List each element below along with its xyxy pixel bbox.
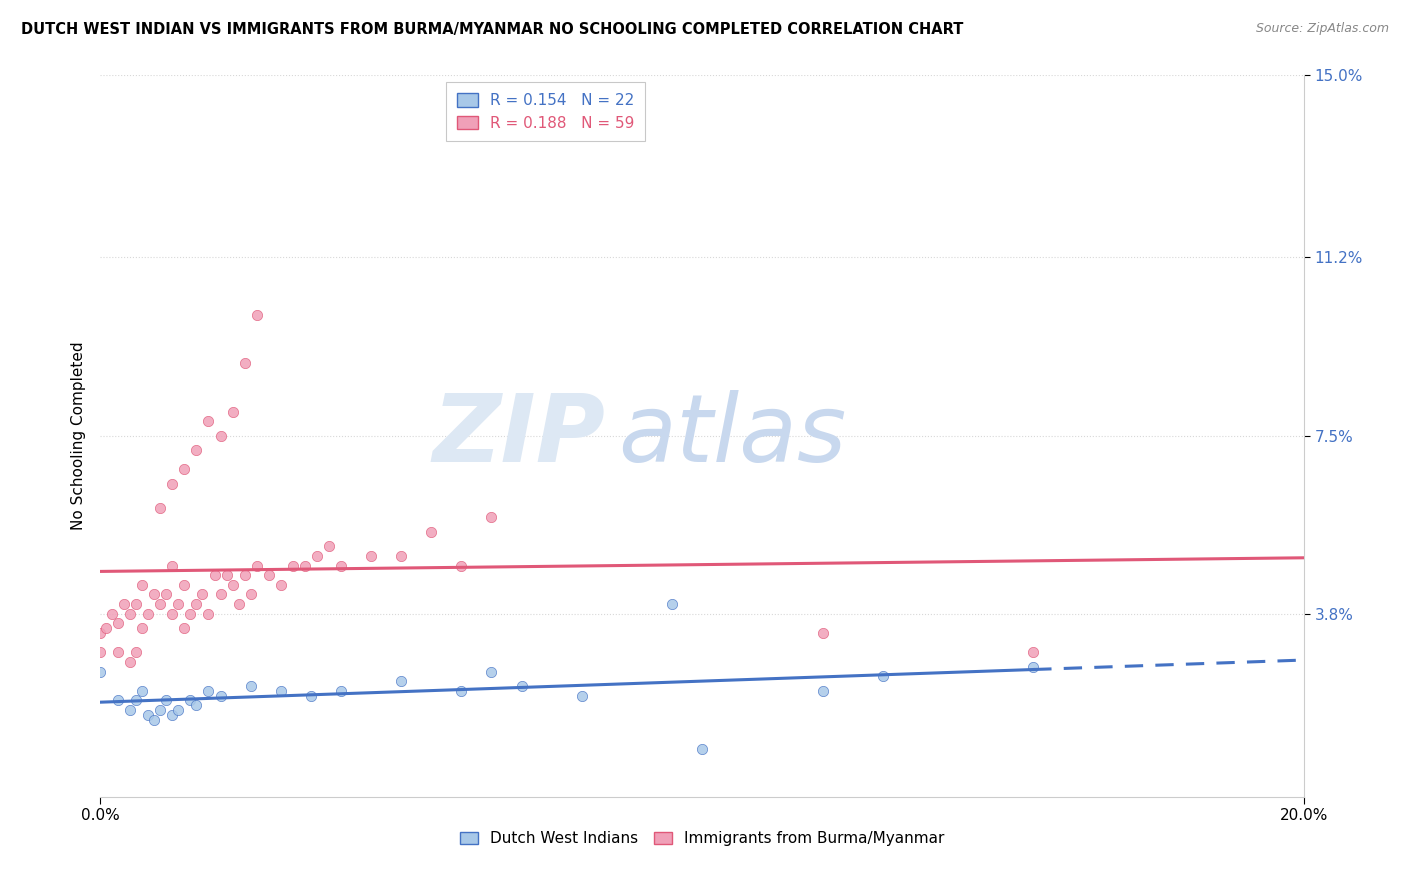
Point bbox=[149, 703, 172, 717]
Point bbox=[125, 693, 148, 707]
Point bbox=[481, 665, 503, 679]
Point bbox=[120, 655, 142, 669]
Point bbox=[89, 626, 111, 640]
Point bbox=[173, 578, 195, 592]
Point bbox=[481, 510, 503, 524]
Point bbox=[173, 462, 195, 476]
Point bbox=[136, 607, 159, 621]
Point bbox=[811, 626, 834, 640]
Point bbox=[318, 539, 340, 553]
Point bbox=[89, 645, 111, 659]
Point bbox=[197, 414, 219, 428]
Point bbox=[167, 597, 190, 611]
Point bbox=[450, 558, 472, 573]
Point bbox=[143, 713, 166, 727]
Point bbox=[149, 500, 172, 515]
Point bbox=[112, 597, 135, 611]
Point bbox=[120, 607, 142, 621]
Point bbox=[329, 683, 352, 698]
Point bbox=[299, 689, 322, 703]
Point bbox=[131, 683, 153, 698]
Point bbox=[120, 703, 142, 717]
Point bbox=[167, 703, 190, 717]
Point bbox=[246, 558, 269, 573]
Point bbox=[215, 568, 238, 582]
Point bbox=[125, 645, 148, 659]
Point bbox=[191, 587, 214, 601]
Point bbox=[209, 587, 232, 601]
Point bbox=[186, 597, 208, 611]
Point bbox=[89, 665, 111, 679]
Point bbox=[221, 404, 243, 418]
Point bbox=[107, 693, 129, 707]
Point bbox=[360, 549, 382, 563]
Point bbox=[257, 568, 280, 582]
Point bbox=[690, 741, 713, 756]
Text: atlas: atlas bbox=[617, 390, 846, 481]
Point bbox=[389, 674, 412, 689]
Point bbox=[1022, 659, 1045, 673]
Point bbox=[197, 607, 219, 621]
Point bbox=[136, 707, 159, 722]
Point bbox=[209, 689, 232, 703]
Point bbox=[270, 578, 292, 592]
Point bbox=[305, 549, 328, 563]
Point bbox=[162, 707, 184, 722]
Point bbox=[571, 689, 593, 703]
Legend: Dutch West Indians, Immigrants from Burma/Myanmar: Dutch West Indians, Immigrants from Burm… bbox=[451, 823, 952, 854]
Point bbox=[94, 621, 117, 635]
Point bbox=[450, 683, 472, 698]
Text: DUTCH WEST INDIAN VS IMMIGRANTS FROM BURMA/MYANMAR NO SCHOOLING COMPLETED CORREL: DUTCH WEST INDIAN VS IMMIGRANTS FROM BUR… bbox=[21, 22, 963, 37]
Point bbox=[179, 693, 201, 707]
Point bbox=[233, 356, 256, 370]
Point bbox=[125, 597, 148, 611]
Point bbox=[149, 597, 172, 611]
Point bbox=[197, 683, 219, 698]
Point bbox=[155, 587, 177, 601]
Point bbox=[107, 645, 129, 659]
Y-axis label: No Schooling Completed: No Schooling Completed bbox=[72, 342, 86, 530]
Point bbox=[101, 607, 124, 621]
Point bbox=[155, 693, 177, 707]
Point bbox=[661, 597, 683, 611]
Point bbox=[186, 698, 208, 713]
Text: Source: ZipAtlas.com: Source: ZipAtlas.com bbox=[1256, 22, 1389, 36]
Point bbox=[204, 568, 226, 582]
Point bbox=[246, 308, 269, 322]
Point bbox=[233, 568, 256, 582]
Point bbox=[811, 683, 834, 698]
Point bbox=[162, 607, 184, 621]
Point bbox=[239, 587, 262, 601]
Point bbox=[420, 524, 443, 539]
Point bbox=[228, 597, 250, 611]
Point bbox=[221, 578, 243, 592]
Point bbox=[270, 683, 292, 698]
Point bbox=[389, 549, 412, 563]
Point bbox=[131, 578, 153, 592]
Point bbox=[162, 476, 184, 491]
Point bbox=[179, 607, 201, 621]
Point bbox=[162, 558, 184, 573]
Point bbox=[294, 558, 316, 573]
Point bbox=[510, 679, 533, 693]
Point bbox=[173, 621, 195, 635]
Point bbox=[107, 616, 129, 631]
Text: ZIP: ZIP bbox=[433, 390, 606, 482]
Point bbox=[186, 443, 208, 458]
Point bbox=[239, 679, 262, 693]
Point bbox=[329, 558, 352, 573]
Point bbox=[872, 669, 894, 683]
Point bbox=[281, 558, 304, 573]
Point bbox=[131, 621, 153, 635]
Point bbox=[143, 587, 166, 601]
Point bbox=[1022, 645, 1045, 659]
Point bbox=[209, 428, 232, 442]
